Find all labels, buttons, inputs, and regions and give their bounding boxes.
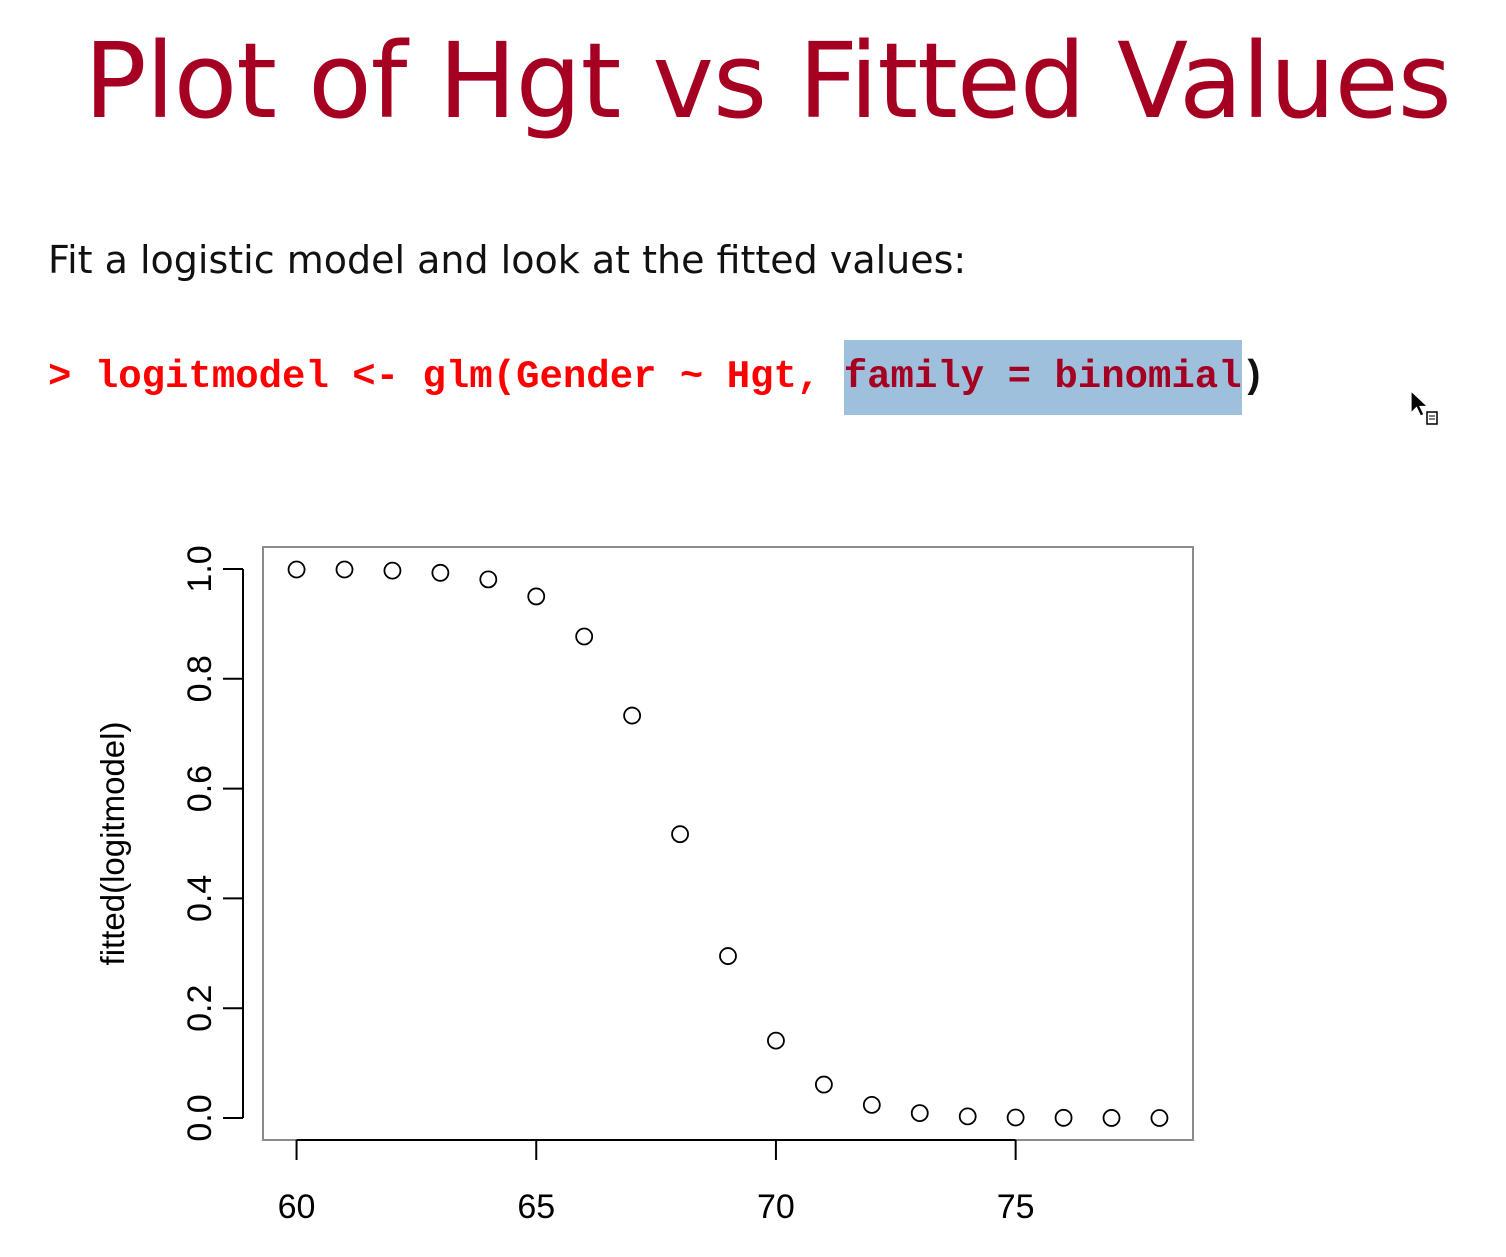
- y-axis-label: fitted(logitmodel): [94, 722, 131, 966]
- intro-text: Fit a logistic model and look at the fit…: [48, 238, 967, 282]
- slide-title: Plot of Hgt vs Fitted Values: [84, 20, 1452, 142]
- y-tick-label: 0.2: [181, 985, 219, 1032]
- data-point: [719, 947, 737, 965]
- data-point: [431, 563, 450, 582]
- code-prompt: >: [48, 355, 72, 399]
- x-tick-label: 60: [278, 1188, 316, 1226]
- data-point: [287, 560, 306, 579]
- data-point: [958, 1107, 977, 1126]
- x-tick-label: 70: [757, 1188, 795, 1226]
- data-point: [335, 560, 354, 579]
- plot-frame: [262, 546, 1194, 1141]
- y-tick-label: 0.6: [181, 765, 219, 812]
- x-tick-label: 65: [517, 1188, 555, 1226]
- data-point: [1006, 1108, 1025, 1127]
- y-tick-label: 0.0: [181, 1094, 219, 1141]
- data-point: [479, 570, 498, 589]
- data-point: [575, 627, 594, 646]
- data-point: [1102, 1109, 1121, 1127]
- data-point: [814, 1075, 833, 1094]
- y-axis: 0.0 0.2 0.4 0.6 0.8 1.0: [181, 545, 244, 1142]
- x-axis: 60 65 70 75: [278, 1139, 1035, 1226]
- data-point: [1150, 1109, 1169, 1127]
- x-tick-label: 75: [997, 1188, 1035, 1226]
- code-line[interactable]: > logitmodel <- glm(Gender ~ Hgt, family…: [48, 340, 1266, 415]
- arrow-copy-cursor-icon: [1410, 389, 1442, 432]
- code-after-selection: ): [1241, 355, 1266, 399]
- data-point: [623, 706, 642, 725]
- y-tick-label: 1.0: [181, 545, 219, 592]
- y-tick-label: 0.4: [181, 875, 219, 922]
- data-point: [1054, 1108, 1073, 1127]
- y-tick-label: 0.8: [181, 655, 219, 702]
- data-point: [383, 561, 402, 580]
- code-before-selection: logitmodel <- glm(Gender ~ Hgt,: [94, 355, 821, 399]
- data-point: [767, 1031, 785, 1050]
- data-points: [287, 560, 1169, 1127]
- code-selection[interactable]: family = binomial: [843, 340, 1242, 415]
- data-point: [910, 1104, 929, 1122]
- data-point: [527, 587, 546, 606]
- scatter-plot: 60 65 70 75 0.0 0.2 0.4 0.6 0.8 1.0 fitted(logit…: [94, 545, 1194, 1226]
- data-point: [862, 1095, 881, 1114]
- data-point: [671, 825, 689, 844]
